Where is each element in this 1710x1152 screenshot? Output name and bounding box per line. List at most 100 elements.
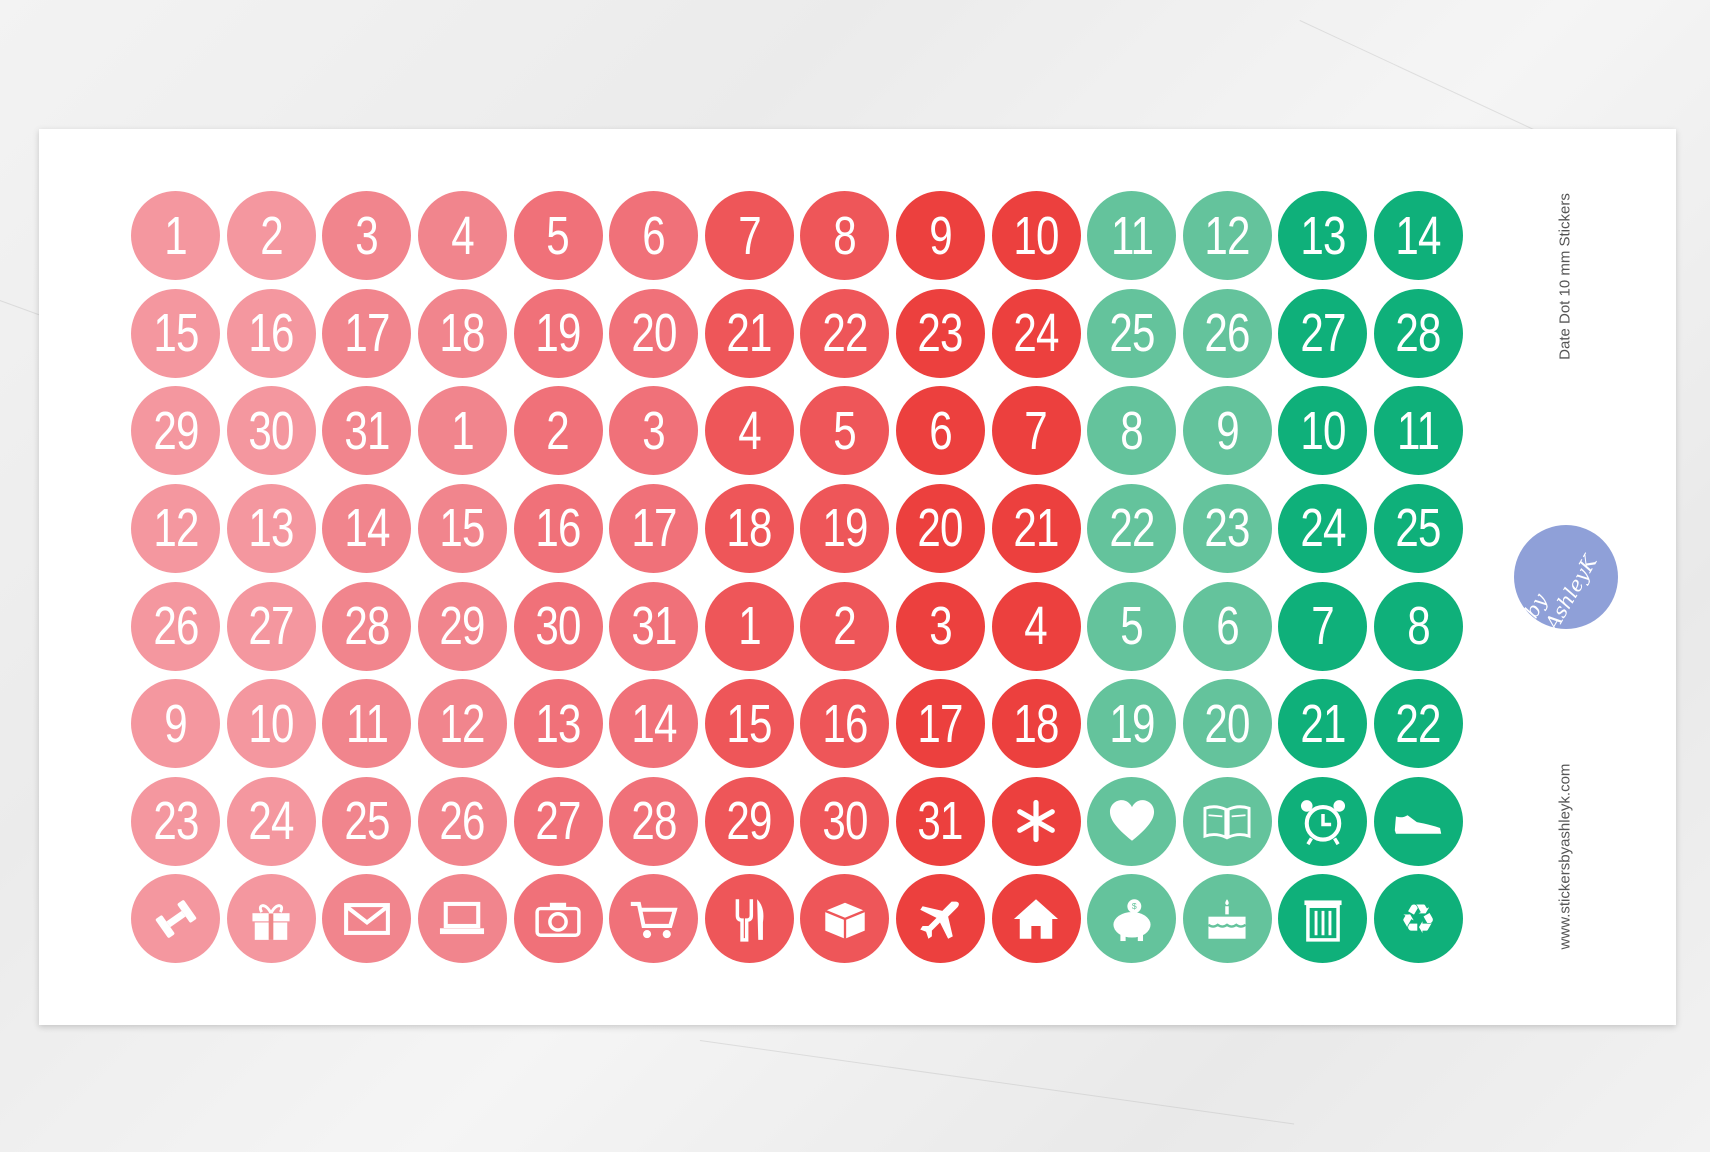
date-number: 4 (451, 205, 474, 266)
sticker-date: 9 (895, 191, 985, 281)
sticker-date: 28 (609, 776, 699, 866)
sticker-date: 8 (1373, 581, 1463, 671)
sticker-date: 26 (417, 776, 507, 866)
sticker-date: 5 (1087, 581, 1177, 671)
date-number: 27 (248, 596, 295, 656)
date-number: 17 (917, 693, 964, 754)
sticker-date: 3 (322, 191, 412, 281)
sticker-date: 19 (800, 483, 890, 573)
sticker-heart (1087, 776, 1177, 866)
box-icon (824, 902, 865, 939)
sticker-sneaker (1373, 776, 1463, 866)
date-number: 31 (630, 596, 677, 656)
sticker-date: 31 (609, 581, 699, 671)
date-number: 14 (630, 693, 677, 754)
sticker-date: 17 (322, 288, 412, 378)
sticker-date: 18 (417, 288, 507, 378)
sticker-date: 9 (131, 679, 221, 769)
laptop-icon (440, 901, 485, 934)
book-icon (1203, 805, 1251, 840)
dumbbell-icon (155, 899, 196, 938)
sticker-date: 30 (226, 386, 316, 476)
sticker-piggy-bank: $ (1087, 874, 1177, 964)
sticker-date: 9 (1182, 386, 1272, 476)
date-number: 8 (1407, 596, 1430, 656)
sticker-date: 3 (609, 386, 699, 476)
date-number: 23 (152, 791, 199, 852)
date-number: 16 (248, 303, 295, 364)
date-number: 31 (917, 791, 964, 852)
date-number: 2 (546, 400, 570, 461)
sheet-title: Date Dot 10 mm Stickers (1556, 193, 1574, 360)
date-number: 11 (1397, 400, 1440, 461)
sticker-date: 8 (1087, 386, 1177, 476)
sticker-date: 29 (417, 581, 507, 671)
date-number: 6 (929, 400, 952, 461)
date-number: 22 (1108, 498, 1155, 559)
sticker-date: 15 (417, 483, 507, 573)
sticker-date: 22 (1087, 483, 1177, 573)
date-number: 31 (344, 400, 390, 461)
date-number: 1 (164, 205, 187, 266)
sticker-date: 11 (1373, 386, 1463, 476)
sticker-date: 27 (513, 776, 603, 866)
sticker-date: 15 (704, 679, 794, 769)
sticker-date: 2 (800, 581, 890, 671)
date-number: 28 (630, 791, 677, 852)
date-number: 6 (642, 205, 665, 266)
sticker-date: 7 (1278, 581, 1368, 671)
date-number: 26 (1204, 303, 1251, 364)
svg-text:$: $ (1131, 901, 1136, 911)
sticker-date: 14 (322, 483, 412, 573)
date-number: 17 (630, 498, 677, 559)
sticker-gift (226, 874, 316, 964)
sticker-date: 4 (991, 581, 1081, 671)
sticker-date: 15 (131, 288, 221, 378)
sticker-date: 4 (704, 386, 794, 476)
date-number: 9 (929, 205, 952, 266)
sticker-airplane (895, 874, 985, 964)
date-number: 10 (1013, 205, 1059, 266)
sticker-date: 31 (895, 776, 985, 866)
date-number: 11 (345, 693, 389, 754)
sticker-camera (513, 874, 603, 964)
date-number: 21 (726, 303, 773, 364)
heart-icon (1109, 800, 1154, 841)
sticker-date: 25 (1087, 288, 1177, 378)
date-number: 19 (1108, 693, 1155, 754)
airplane-icon (920, 901, 960, 939)
date-number: 15 (152, 303, 199, 364)
sticker-date: 6 (895, 386, 985, 476)
date-number: 11 (1110, 205, 1154, 266)
date-number: 23 (1204, 498, 1251, 559)
sticker-date: 13 (226, 483, 316, 573)
shopping-cart-icon (630, 901, 678, 938)
sticker-date: 31 (322, 386, 412, 476)
date-number: 30 (248, 400, 295, 461)
sticker-date: 26 (1182, 288, 1272, 378)
sticker-date: 18 (704, 483, 794, 573)
sticker-date: 20 (1182, 679, 1272, 769)
date-number: 5 (833, 400, 857, 461)
sticker-date: 2 (226, 191, 316, 281)
sticker-date: 21 (1278, 679, 1368, 769)
sticker-date: 10 (1278, 386, 1368, 476)
date-number: 16 (822, 693, 868, 754)
sticker-date: 24 (991, 288, 1081, 378)
sticker-date: 24 (1278, 483, 1368, 573)
date-number: 25 (344, 791, 390, 852)
sticker-date: 28 (322, 581, 412, 671)
sticker-house (991, 874, 1081, 964)
sticker-book (1182, 776, 1272, 866)
date-number: 20 (1204, 693, 1251, 754)
date-number: 1 (451, 400, 474, 461)
sticker-date: 10 (991, 191, 1081, 281)
sticker-date: 30 (513, 581, 603, 671)
date-number: 14 (344, 498, 390, 559)
sticker-date: 23 (895, 288, 985, 378)
date-number: 22 (1395, 693, 1442, 754)
sticker-date: 28 (1373, 288, 1463, 378)
date-number: 12 (439, 693, 486, 754)
date-number: 7 (737, 205, 761, 266)
date-number: 7 (1311, 596, 1335, 656)
